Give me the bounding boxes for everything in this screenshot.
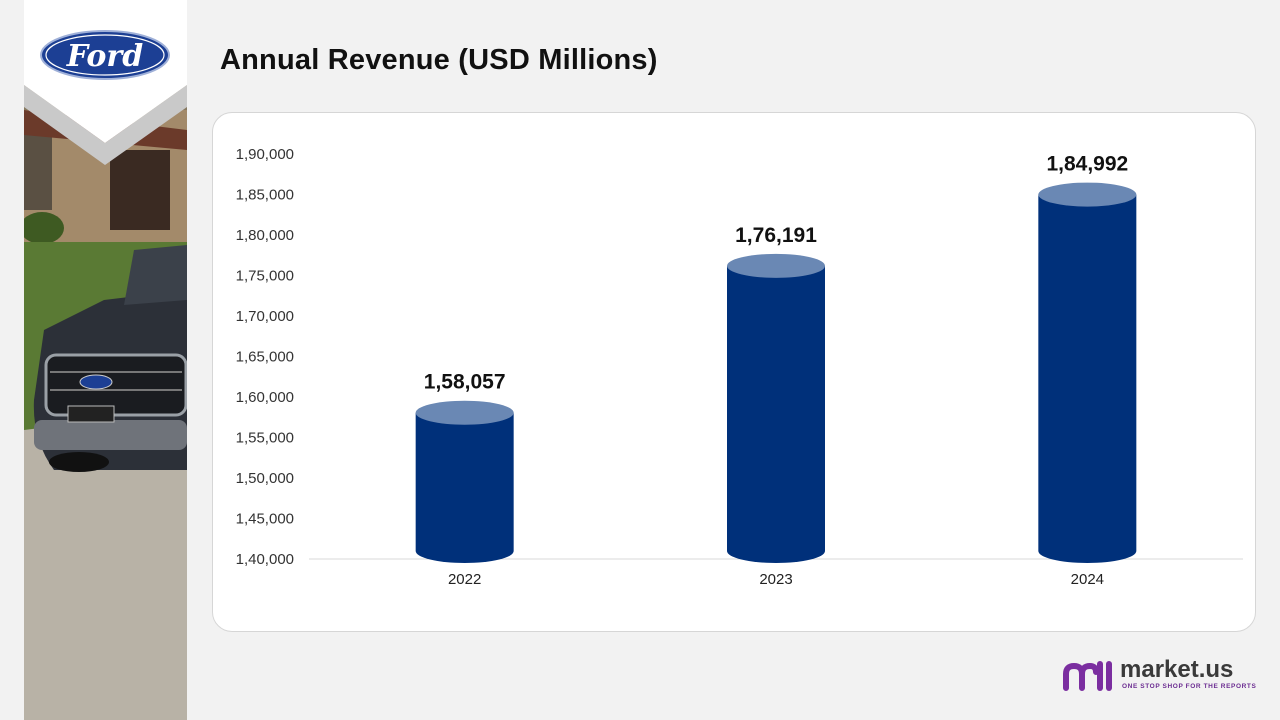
revenue-bar-chart: 1,40,000 1,45,000 1,50,000 1,55,000 1,60,000… <box>236 146 1243 588</box>
y-tick-label: 1,70,000 <box>236 308 294 325</box>
page-title: Annual Revenue (USD Millions) <box>220 44 658 76</box>
bar-top-2023 <box>727 253 825 278</box>
ford-logo-text: Ford <box>66 39 143 74</box>
ford-logo-badge: Ford <box>24 0 187 165</box>
y-tick-label: 1,65,000 <box>236 349 294 366</box>
y-tick-label: 1,85,000 <box>236 187 294 204</box>
y-tick-label: 1,50,000 <box>236 470 294 487</box>
bar-2023 <box>727 265 825 563</box>
bar-top-2024 <box>1038 182 1137 207</box>
data-label-2024: 1,84,992 <box>1046 153 1128 176</box>
y-tick-label: 1,90,000 <box>236 146 294 163</box>
x-tick-label-2023: 2023 <box>759 571 792 588</box>
y-tick-label: 1,75,000 <box>236 268 294 285</box>
y-tick-label: 1,55,000 <box>236 430 294 447</box>
x-tick-label-2024: 2024 <box>1071 571 1104 588</box>
bar-2024 <box>1038 194 1137 563</box>
bar-2022 <box>415 412 514 563</box>
brand-name: market.us <box>1120 656 1234 683</box>
chart-card: 1,40,000 1,45,000 1,50,000 1,55,000 1,60,000… <box>212 112 1256 632</box>
market-us-mark-icon <box>1063 661 1112 691</box>
y-tick-label: 1,40,000 <box>236 551 294 568</box>
y-tick-label: 1,45,000 <box>236 511 294 528</box>
data-label-2023: 1,76,191 <box>735 224 817 247</box>
brand-tagline: ONE STOP SHOP FOR THE REPORTS <box>1122 683 1257 690</box>
data-label-2022: 1,58,057 <box>424 371 506 394</box>
x-tick-label-2022: 2022 <box>448 571 481 588</box>
market-us-logo: market.us ONE STOP SHOP FOR THE REPORTS <box>1062 656 1258 696</box>
y-tick-label: 1,60,000 <box>236 389 294 406</box>
bar-top-2022 <box>415 400 514 425</box>
y-tick-label: 1,80,000 <box>236 227 294 244</box>
